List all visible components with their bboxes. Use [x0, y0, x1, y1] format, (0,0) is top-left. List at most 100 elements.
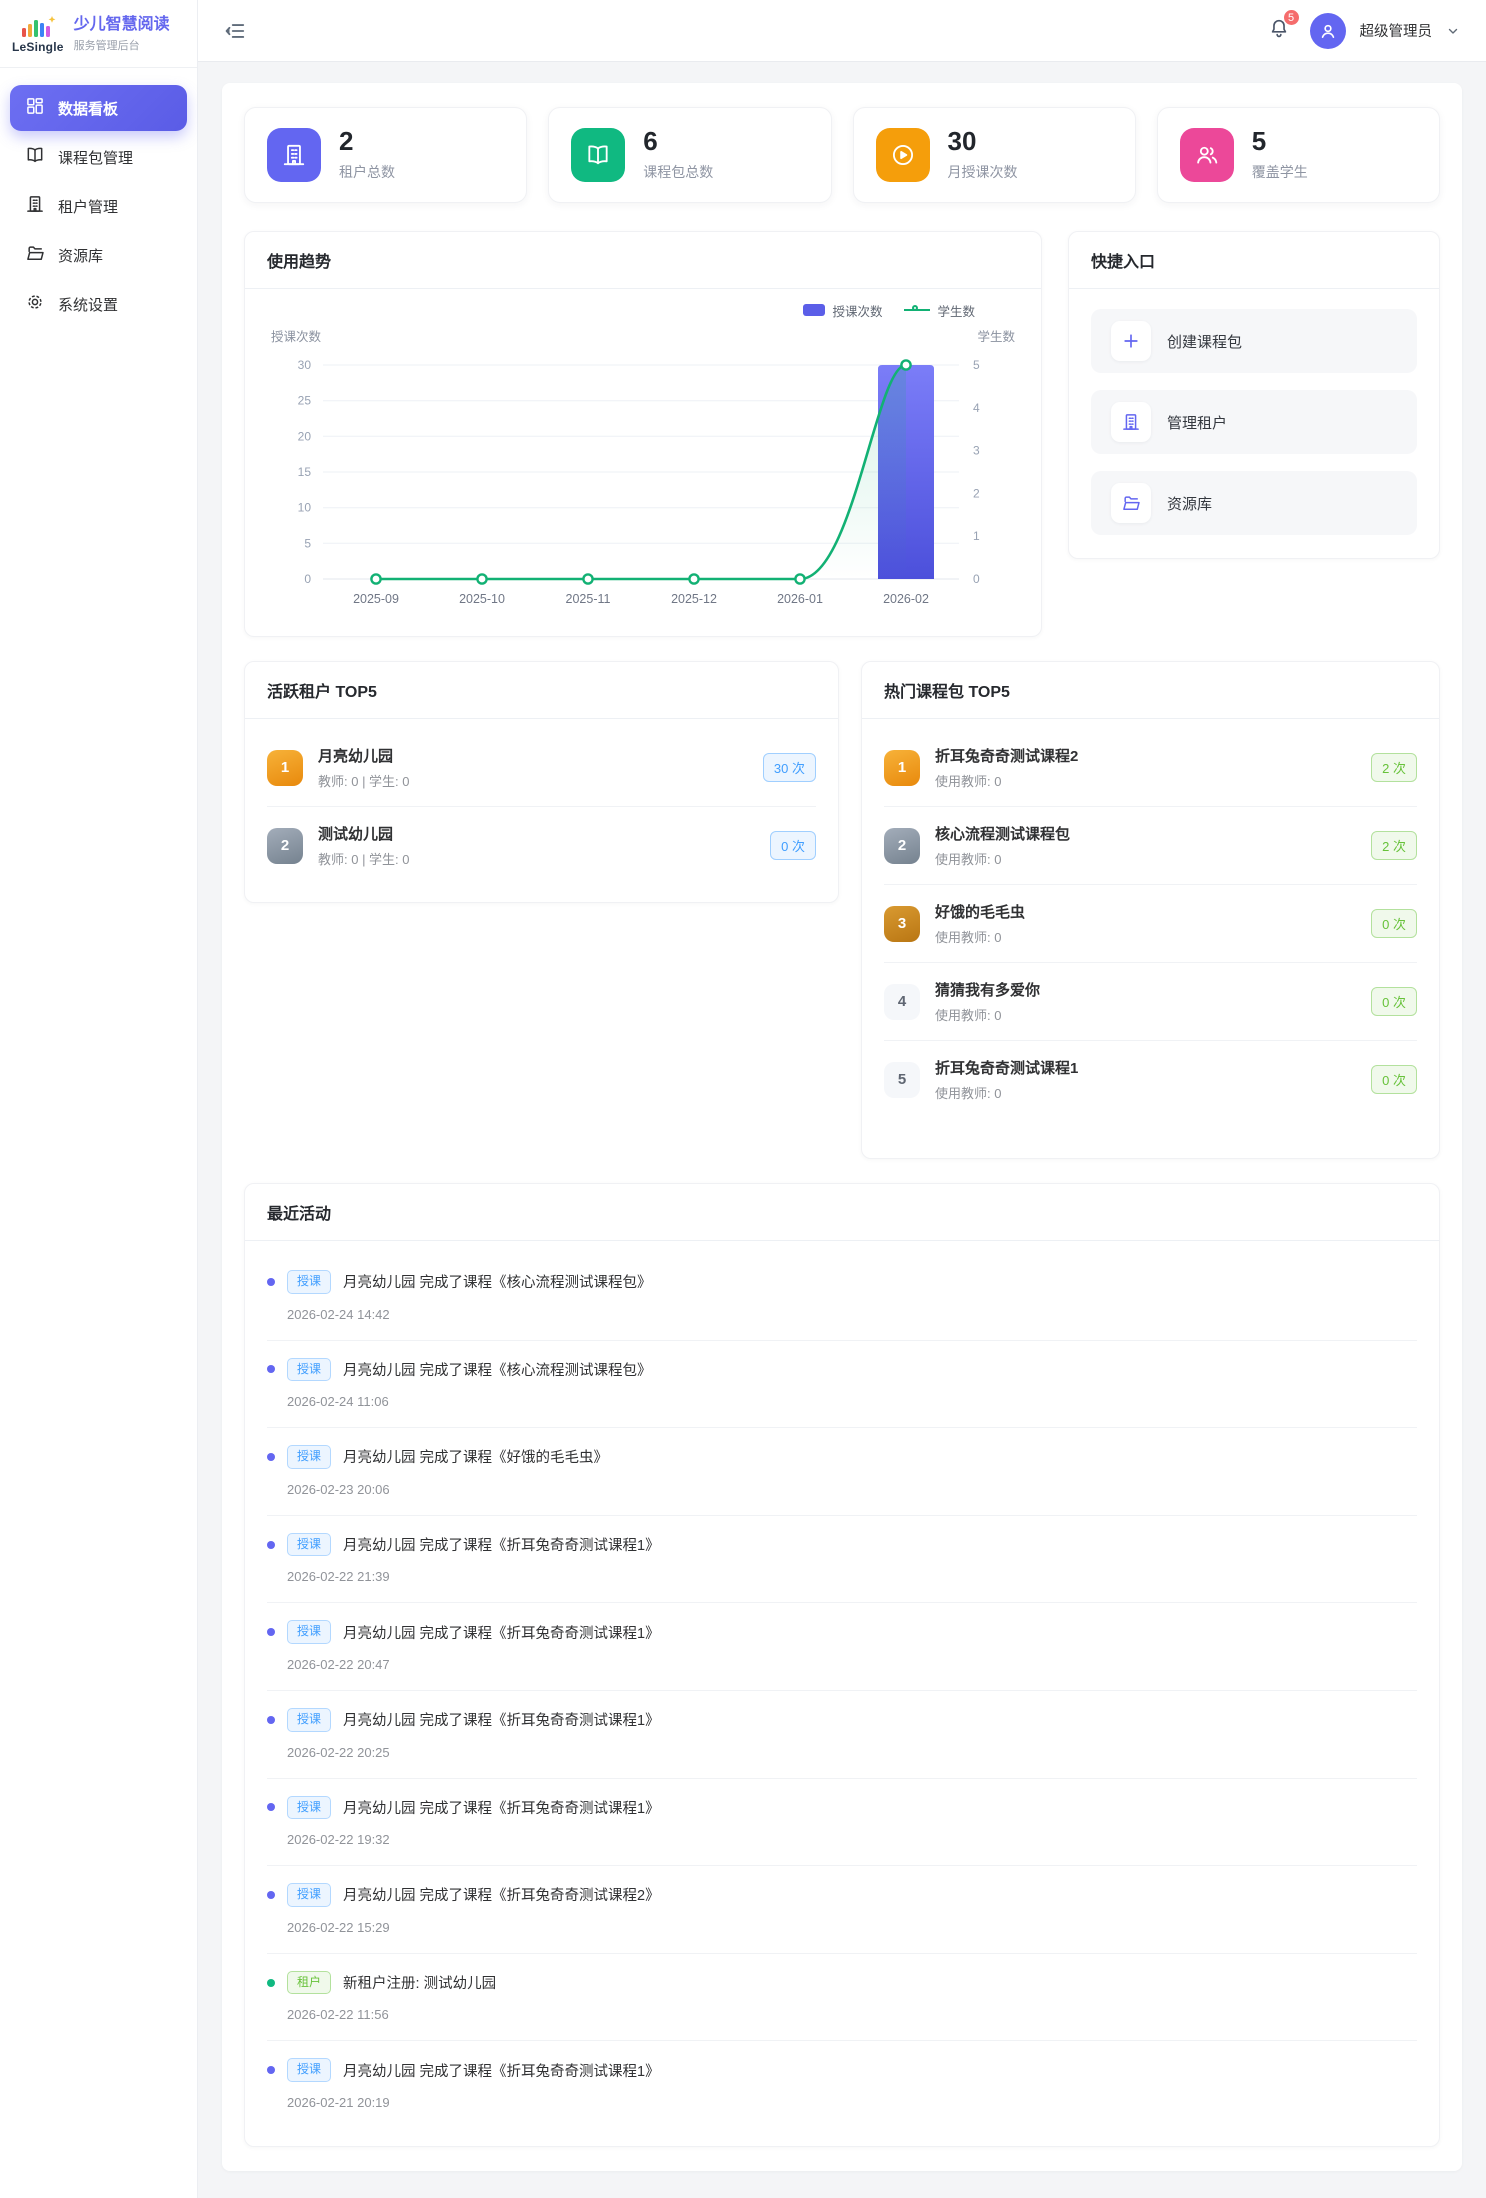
tenant-rank-row[interactable]: 2 测试幼儿园 教师: 0 | 学生: 0 0 次 [267, 807, 816, 884]
svg-text:2025-11: 2025-11 [566, 592, 611, 606]
usage-count-chip: 2 次 [1371, 831, 1417, 860]
legend-sessions[interactable]: 授课次数 [803, 301, 882, 320]
activity-type-badge: 授课 [287, 1795, 332, 1820]
activity-item: 授课 月亮幼儿园 完成了课程《折耳兔奇奇测试课程1》 2026-02-22 20… [267, 1603, 1417, 1691]
collapse-sidebar-icon[interactable] [224, 20, 246, 42]
stat-value: 6 [643, 126, 658, 156]
create-course-package-button[interactable]: 创建课程包 [1091, 309, 1417, 373]
svg-text:0: 0 [973, 572, 980, 586]
activity-dot [267, 1978, 275, 1987]
chevron-down-icon[interactable] [1446, 24, 1460, 38]
activity-dot [267, 1365, 275, 1374]
svg-text:30: 30 [298, 358, 312, 372]
stat-label: 月授课次数 [947, 164, 1018, 180]
activity-type-badge: 授课 [287, 2058, 332, 2082]
svg-text:5: 5 [973, 358, 980, 372]
course-rank-row[interactable]: 3 好饿的毛毛虫 使用教师: 0 0 次 [884, 885, 1417, 963]
course-name: 折耳兔奇奇测试课程1 [935, 1060, 1079, 1077]
stat-value: 5 [1251, 126, 1267, 156]
activity-type-badge: 授课 [287, 1357, 332, 1382]
stat-card-monthly-sessions: 30 月授课次数 [852, 107, 1136, 203]
activity-item: 授课 月亮幼儿园 完成了课程《核心流程测试课程包》 2026-02-24 14:… [267, 1253, 1417, 1341]
activity-text: 新租户注册: 测试幼儿园 [343, 1976, 497, 1993]
svg-text:授课次数: 授课次数 [271, 329, 322, 344]
activity-item: 授课 月亮幼儿园 完成了课程《折耳兔奇奇测试课程1》 2026-02-22 20… [267, 1691, 1417, 1779]
activity-dot [267, 1277, 275, 1286]
activity-item: 授课 月亮幼儿园 完成了课程《核心流程测试课程包》 2026-02-24 11:… [267, 1341, 1417, 1429]
rank-badge: 3 [884, 905, 920, 942]
course-meta: 使用教师: 0 [935, 1086, 1002, 1101]
sidebar-item-course-packages[interactable]: 课程包管理 [10, 134, 187, 180]
stat-card-students: 5 覆盖学生 [1156, 107, 1440, 203]
activity-text: 月亮幼儿园 完成了课程《折耳兔奇奇测试课程2》 [343, 1888, 660, 1905]
notification-bell-icon[interactable]: 5 [1268, 9, 1300, 44]
bar-swatch-icon [803, 304, 826, 316]
building-icon [25, 194, 45, 218]
svg-text:4: 4 [973, 401, 980, 415]
rank-badge: 2 [884, 827, 920, 864]
stat-label: 租户总数 [339, 164, 395, 180]
active-tenants-title: 活跃租户 TOP5 [245, 662, 838, 719]
current-user-name[interactable]: 超级管理员 [1359, 24, 1433, 40]
avatar[interactable] [1309, 12, 1346, 49]
svg-text:0: 0 [304, 572, 311, 586]
activity-dot [267, 1540, 275, 1549]
course-rank-row[interactable]: 1 折耳兔奇奇测试课程2 使用教师: 0 2 次 [884, 729, 1417, 807]
stat-label: 课程包总数 [643, 164, 714, 180]
course-rank-row[interactable]: 2 核心流程测试课程包 使用教师: 0 2 次 [884, 807, 1417, 885]
rank-badge: 4 [884, 983, 920, 1020]
activity-text: 月亮幼儿园 完成了课程《好饿的毛毛虫》 [343, 1450, 609, 1467]
rank-badge: 1 [267, 749, 303, 786]
sidebar-item-label: 系统设置 [58, 296, 119, 314]
logo-icon: LeSingle [12, 15, 64, 53]
svg-text:20: 20 [298, 429, 312, 443]
hot-course-packages-card: 热门课程包 TOP5 1 折耳兔奇奇测试课程2 使用教师: 0 2 次 2 [861, 661, 1440, 1159]
sidebar-item-label: 课程包管理 [58, 149, 134, 167]
sidebar-item-tenants[interactable]: 租户管理 [10, 183, 187, 229]
activity-dot [267, 2066, 275, 2075]
stats-row: 2 租户总数 6 课程包总数 [244, 107, 1440, 203]
activity-type-badge: 授课 [287, 1883, 332, 1907]
course-meta: 使用教师: 0 [935, 852, 1002, 867]
activity-time: 2026-02-24 14:42 [287, 1306, 390, 1322]
usage-trend-chart: 0 5 10 15 20 25 30 0 1 2 3 4 5 授课次数 学生数 2025-09 2025-10 2… [271, 329, 1015, 606]
resource-library-button[interactable]: 资源库 [1091, 471, 1417, 535]
svg-text:1: 1 [973, 529, 980, 543]
activity-item: 授课 月亮幼儿园 完成了课程《折耳兔奇奇测试课程1》 2026-02-22 19… [267, 1779, 1417, 1867]
activity-item: 授课 月亮幼儿园 完成了课程《好饿的毛毛虫》 2026-02-23 20:06 [267, 1428, 1417, 1516]
manage-tenants-button[interactable]: 管理租户 [1091, 390, 1417, 454]
rank-badge: 1 [884, 749, 920, 786]
users-icon [1179, 128, 1234, 182]
chart-legend: 授课次数 学生数 [265, 301, 1021, 319]
activity-text: 月亮幼儿园 完成了课程《折耳兔奇奇测试课程1》 [343, 1538, 660, 1555]
building-icon [267, 128, 321, 182]
activity-type-badge: 授课 [287, 1532, 332, 1557]
activity-type-badge: 租户 [287, 1970, 332, 1995]
svg-text:15: 15 [298, 465, 312, 479]
activity-type-badge: 授课 [287, 1445, 332, 1469]
svg-text:2: 2 [973, 486, 980, 500]
activity-time: 2026-02-22 21:39 [287, 1569, 390, 1585]
play-circle-icon [875, 128, 930, 182]
course-rank-row[interactable]: 4 猜猜我有多爱你 使用教师: 0 0 次 [884, 963, 1417, 1041]
tenant-name: 测试幼儿园 [318, 826, 394, 843]
activity-dot [267, 1452, 275, 1461]
sidebar-item-settings[interactable]: 系统设置 [10, 281, 187, 327]
session-count-chip: 0 次 [770, 831, 816, 860]
course-rank-row[interactable]: 5 折耳兔奇奇测试课程1 使用教师: 0 0 次 [884, 1041, 1417, 1118]
plus-icon [1111, 321, 1151, 361]
sidebar-item-resources[interactable]: 资源库 [10, 232, 187, 278]
svg-text:25: 25 [298, 394, 312, 408]
tenant-rank-row[interactable]: 1 月亮幼儿园 教师: 0 | 学生: 0 30 次 [267, 729, 816, 807]
stat-card-course-packages: 6 课程包总数 [548, 107, 832, 203]
sidebar-item-dashboard[interactable]: 数据看板 [10, 85, 187, 131]
activity-dot [267, 1628, 275, 1637]
folder-icon [25, 243, 45, 267]
usage-trend-title: 使用趋势 [245, 232, 1041, 289]
activity-item: 租户 新租户注册: 测试幼儿园 2026-02-22 11:56 [267, 1954, 1417, 2042]
logo: LeSingle 少儿智慧阅读 服务管理后台 [0, 0, 197, 68]
app-subtitle: 服务管理后台 [73, 39, 140, 52]
dashboard-panel: 2 租户总数 6 课程包总数 [222, 83, 1462, 2171]
legend-students[interactable]: 学生数 [904, 301, 975, 320]
recent-activity-card: 最近活动 授课 月亮幼儿园 完成了课程《核心流程测试课程包》 2026-02-2… [244, 1183, 1440, 2147]
